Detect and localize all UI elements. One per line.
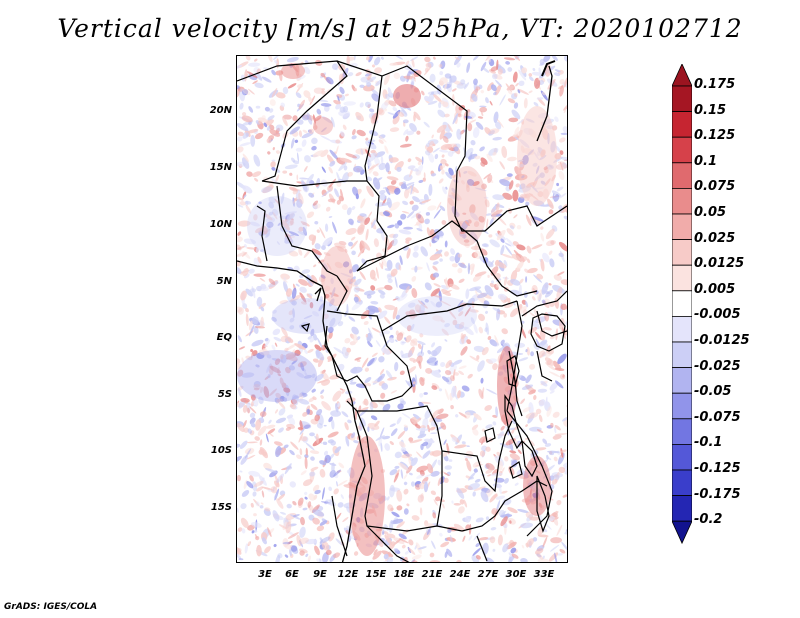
colorbar-label: 0.175 [694, 77, 736, 92]
colorbar-box [672, 315, 692, 343]
lat-label-5s: 5S [217, 389, 232, 400]
colorbar-bottom-triangle [672, 520, 692, 545]
velocity-field [237, 56, 567, 562]
lon-label-30e: 30E [505, 569, 527, 580]
colorbar-box [672, 469, 692, 497]
lon-label-33e: 33E [533, 569, 555, 580]
lat-label-15s: 15S [210, 502, 232, 513]
colorbar-top-triangle [672, 64, 692, 87]
colorbar-label: -0.075 [694, 409, 741, 425]
colorbar [672, 64, 692, 545]
colorbar-label: -0.025 [694, 358, 741, 374]
colorbar-label: 0.15 [694, 102, 727, 118]
colorbar-label: 0.125 [694, 128, 736, 144]
colorbar-label: -0.175 [694, 486, 741, 502]
colorbar-box [672, 162, 692, 189]
colorbar-label: -0.1 [694, 435, 723, 451]
colorbar-box [672, 418, 692, 445]
lat-label-eq: EQ [216, 332, 232, 343]
colorbar-box [672, 392, 692, 420]
colorbar-box [672, 264, 692, 292]
lon-label-24e: 24E [449, 569, 471, 580]
colorbar-box [672, 213, 692, 241]
colorbar-label: 0.1 [694, 153, 718, 169]
colorbar-label: -0.2 [694, 512, 723, 528]
lat-label-15n: 15N [209, 162, 232, 173]
colorbar-box [672, 443, 692, 471]
credit-text: GrADS: IGES/COLA [4, 602, 98, 612]
lat-label-10s: 10S [210, 445, 232, 456]
colorbar-box [672, 495, 692, 522]
lat-label-5n: 5N [216, 276, 232, 287]
colorbar-label: 0.05 [694, 205, 727, 220]
colorbar-box [672, 188, 692, 215]
lon-label-3e: 3E [258, 569, 272, 580]
colorbar-box [672, 290, 692, 317]
lon-label-12e: 12E [337, 569, 359, 580]
lon-label-9e: 9E [313, 569, 327, 580]
colorbar-box [672, 367, 692, 394]
lon-label-15e: 15E [365, 569, 387, 580]
colorbar-label: 0.025 [694, 230, 736, 246]
lon-label-21e: 21E [421, 569, 443, 580]
colorbar-label: -0.125 [694, 461, 741, 476]
colorbar-box [672, 111, 692, 138]
lon-label-18e: 18E [393, 569, 415, 580]
lon-label-6e: 6E [285, 569, 299, 580]
lat-label-10n: 10N [209, 219, 232, 230]
map-panel [236, 55, 568, 563]
colorbar-label: 0.075 [694, 179, 736, 195]
colorbar-box [672, 85, 692, 113]
colorbar-label: -0.0125 [694, 333, 750, 348]
chart-title: Vertical velocity [m/s] at 925hPa, VT: 2… [57, 14, 743, 43]
colorbar-label: -0.005 [694, 307, 741, 323]
lon-label-27e: 27E [477, 569, 499, 580]
colorbar-box [672, 136, 692, 164]
lat-label-20n: 20N [209, 105, 232, 116]
colorbar-label: 0.0125 [694, 256, 745, 272]
colorbar-box [672, 239, 692, 266]
colorbar-label: -0.05 [694, 384, 732, 400]
colorbar-box [672, 341, 692, 369]
colorbar-label: 0.005 [694, 281, 736, 297]
